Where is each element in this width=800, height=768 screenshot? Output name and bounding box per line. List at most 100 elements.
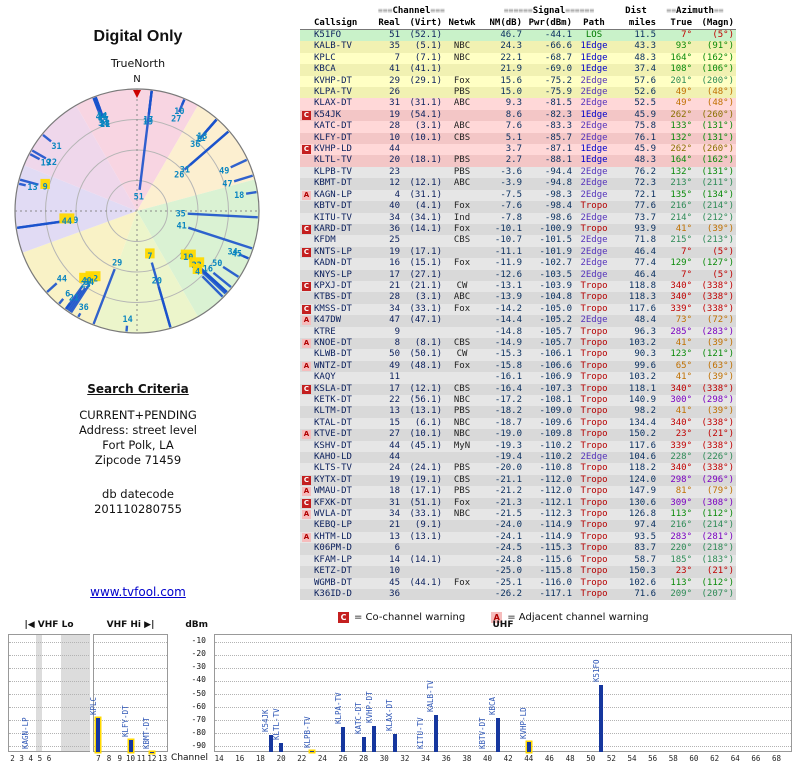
- channel-virtual: (31.1): [409, 189, 442, 200]
- gridline: [9, 707, 89, 709]
- radar-channel-label: 40: [82, 276, 92, 286]
- noise-margin: -24.0: [494, 520, 522, 531]
- gridline: [215, 654, 791, 656]
- station-row: C KYTX-DT 19 (19.1) CBS -21.1 -112.0 Tropo 124.0…: [300, 474, 736, 487]
- azimuth-magnetic: (338°): [701, 440, 734, 451]
- station-callsign: KITU-TV: [314, 212, 352, 223]
- radar-channel-label: 51: [134, 193, 144, 203]
- noise-margin: -14.2: [494, 303, 522, 314]
- station-row: A KAGN-LP 4 (31.1) -7.5 -98.3 2Edge 72.1 135° (13…: [300, 189, 736, 202]
- signal-power: -85.7: [544, 132, 572, 143]
- channel-virtual: (54.1): [409, 109, 442, 120]
- chart-panel: [8, 634, 90, 752]
- channel-real: 19: [389, 109, 400, 120]
- radar-spoke: [42, 133, 52, 143]
- compass-label: TrueNorth: [110, 57, 166, 70]
- distance-miles: 72.1: [634, 189, 656, 200]
- distance-miles: 117.6: [628, 440, 656, 451]
- channel-virtual: (6.1): [414, 417, 442, 428]
- azimuth-true: 23°: [675, 429, 692, 440]
- channel-virtual: [400, 566, 442, 577]
- station-callsign: KLPA-TV: [314, 87, 352, 98]
- search-criteria-heading: Search Criteria: [87, 382, 189, 396]
- network: CBS: [453, 132, 471, 143]
- channel-real: 36: [389, 588, 400, 599]
- warning-cell: C: [300, 110, 314, 121]
- channel-real: 10: [389, 132, 400, 143]
- column-header-magn: (Magn): [701, 18, 734, 28]
- warning-cell: [300, 87, 314, 98]
- network: Fox: [453, 223, 471, 234]
- channel-real: 21: [389, 520, 400, 531]
- signal-path: Tropo: [580, 201, 608, 212]
- radar-channel-label: 17: [143, 116, 153, 126]
- distance-miles: 103.2: [628, 372, 656, 383]
- distance-miles: 147.9: [628, 486, 656, 497]
- signal-path: Tropo: [580, 417, 608, 428]
- azimuth-true: 213°: [670, 178, 692, 189]
- noise-margin: -16.4: [494, 383, 522, 394]
- station-label: KBMT-DT: [142, 717, 152, 749]
- azimuth-magnetic: (338°): [701, 383, 734, 394]
- signal-power: -112.0: [539, 486, 572, 497]
- noise-margin: -24.1: [494, 531, 522, 542]
- radar-label-highlight: [189, 257, 205, 268]
- channel-virtual: (18.1): [409, 155, 442, 166]
- signal-path: 2Edge: [580, 235, 608, 246]
- noise-margin: 21.9: [500, 64, 522, 75]
- channel-real: 51: [389, 30, 400, 40]
- network: [442, 327, 482, 338]
- azimuth-true: 340°: [670, 292, 692, 303]
- signal-power: -112.3: [539, 509, 572, 520]
- noise-margin: 9.3: [505, 98, 522, 109]
- distance-miles: 103.2: [628, 337, 656, 348]
- warning-cell: [300, 372, 314, 383]
- network: [442, 566, 482, 577]
- azimuth-magnetic: (127°): [701, 258, 734, 269]
- azimuth-magnetic: (121°): [701, 349, 734, 360]
- channel-virtual: (14.1): [409, 223, 442, 234]
- station-label: K54JK: [261, 709, 271, 733]
- azimuth-true: 220°: [670, 543, 692, 554]
- azimuth-true: 340°: [670, 463, 692, 474]
- station-callsign: KSLA-DT: [314, 383, 352, 394]
- radar-spoke: [230, 158, 248, 169]
- radar-channel-label: 35: [176, 209, 186, 219]
- group-header-dist: Dist: [625, 6, 647, 16]
- channel-real: 19: [389, 474, 400, 485]
- noise-margin: -21.5: [494, 509, 522, 520]
- gridline: [215, 667, 791, 669]
- station-callsign: KLAX-DT: [314, 98, 352, 109]
- channel-virtual: (19.1): [409, 474, 442, 485]
- radar-spoke: [233, 174, 254, 183]
- distance-miles: 76.2: [634, 166, 656, 177]
- network: [442, 30, 482, 41]
- channel-tick-label: 10: [125, 754, 136, 763]
- channel-gap-stripe: [36, 635, 43, 751]
- noise-margin: -21.1: [494, 474, 522, 485]
- azimuth-true: 209°: [670, 588, 692, 599]
- signal-power: -75.2: [544, 75, 572, 86]
- network: MyN: [453, 440, 471, 451]
- radar-channel-label: 28: [100, 119, 110, 129]
- gridline: [94, 746, 167, 748]
- channel-tick-label: 5: [37, 754, 43, 763]
- channel-real: 19: [389, 246, 400, 257]
- tvfool-link[interactable]: www.tvfool.com: [90, 585, 186, 599]
- noise-margin: 3.7: [505, 144, 522, 155]
- station-row: KATC-DT 28 (3.1) ABC 7.6 -83.3 2Edge 75.8 133° (1…: [300, 121, 736, 133]
- channel-tick-label: 50: [586, 754, 596, 763]
- channel-real: 28: [389, 121, 400, 132]
- radar-spoke: [64, 302, 71, 310]
- warning-cell: [300, 98, 314, 109]
- station-callsign: KNTS-LP: [314, 246, 352, 257]
- channel-real: 35: [389, 41, 400, 52]
- azimuth-true: 41°: [675, 223, 692, 234]
- radar-spoke: [180, 99, 186, 106]
- radar-channel-label: 18: [234, 191, 244, 201]
- distance-miles: 83.7: [634, 543, 656, 554]
- radar-channel-label: 34: [98, 119, 108, 129]
- radar-spoke: [212, 271, 232, 289]
- azimuth-magnetic: (79°): [706, 486, 734, 497]
- azimuth-true: 216°: [670, 520, 692, 531]
